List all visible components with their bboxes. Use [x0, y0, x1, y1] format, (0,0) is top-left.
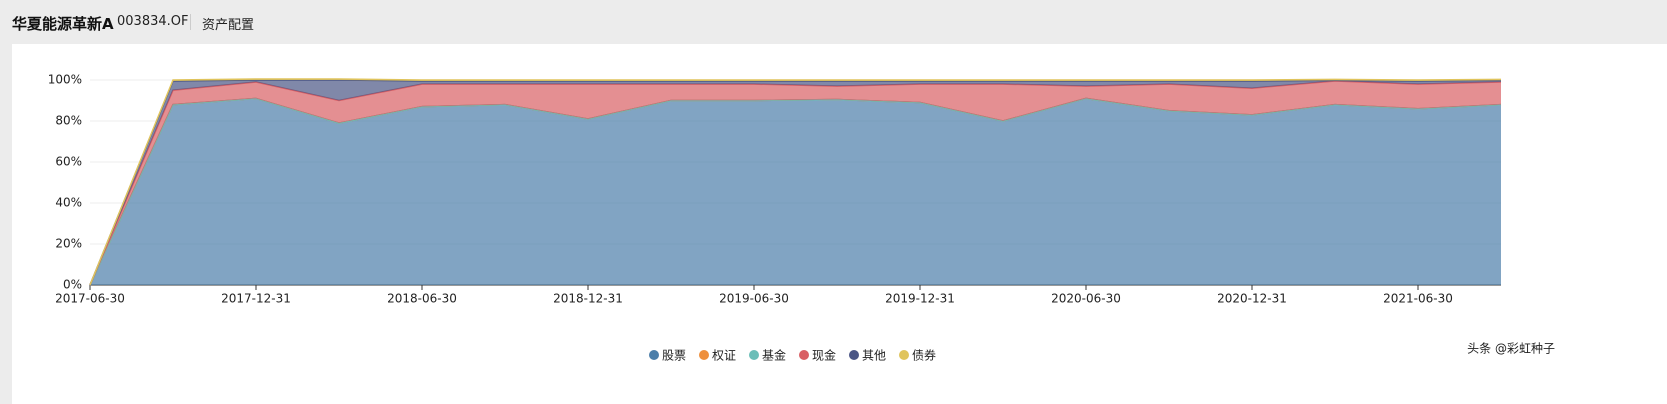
area-line — [89, 78, 1502, 286]
legend-marker — [749, 350, 759, 360]
area — [90, 81, 1501, 286]
y-tick-label: 60% — [55, 155, 82, 169]
x-tick-label: 2020-06-30 — [1051, 292, 1121, 306]
x-tick-label: 2021-06-30 — [1383, 292, 1453, 306]
section-title[interactable]: 资产配置 — [202, 18, 255, 33]
area — [90, 98, 1501, 285]
legend-marker — [799, 350, 809, 360]
y-tick-label: 20% — [55, 237, 82, 251]
y-tick-label: 80% — [55, 114, 82, 128]
watermark: 头条 @彩虹种子 — [1467, 342, 1555, 356]
y-tick-label: 0% — [63, 278, 82, 292]
legend-label: 债券 — [912, 348, 936, 363]
x-tick-label: 2018-06-30 — [387, 292, 457, 306]
x-tick-label: 2020-12-31 — [1217, 292, 1287, 306]
x-tick-label: 2018-12-31 — [553, 292, 623, 306]
x-tick-label: 2017-06-30 — [55, 292, 125, 306]
separator — [190, 14, 191, 30]
y-tick-label: 40% — [55, 196, 82, 210]
legend-marker — [849, 350, 859, 360]
x-tick-label: 2017-12-31 — [221, 292, 291, 306]
legend-marker — [699, 350, 709, 360]
x-tick-label: 2019-12-31 — [885, 292, 955, 306]
x-tick-label: 2019-06-30 — [719, 292, 789, 306]
header: 华夏能源革新A 003834.OF 资产配置 — [0, 0, 1667, 44]
fund-name: 华夏能源革新A — [12, 15, 114, 33]
legend-label: 股票 — [662, 349, 686, 363]
legend-marker — [649, 350, 659, 360]
legend-marker — [899, 350, 909, 360]
fund-code: 003834.OF — [117, 14, 189, 29]
legend-label: 权证 — [712, 349, 736, 363]
y-tick-label: 100% — [48, 73, 82, 87]
legend-label: 基金 — [762, 348, 786, 363]
legend-label: 其他 — [862, 349, 886, 363]
legend-label: 现金 — [812, 348, 836, 363]
